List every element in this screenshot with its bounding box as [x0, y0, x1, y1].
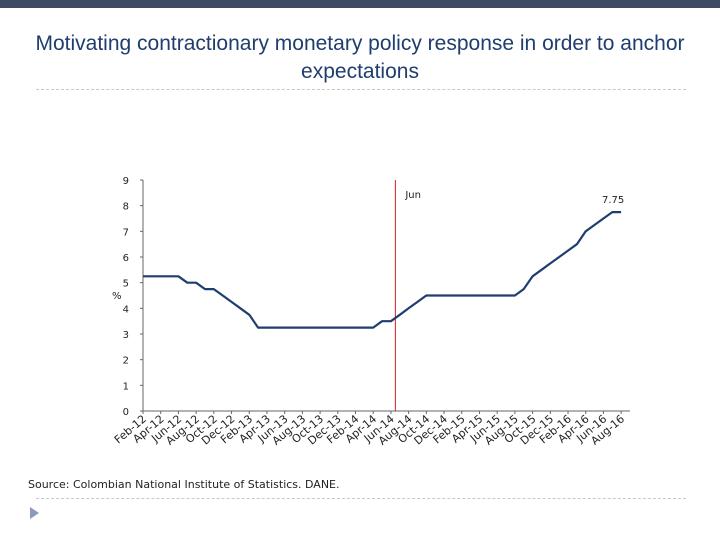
- y-tick-label: 4: [123, 304, 129, 315]
- y-tick-label: 7: [123, 227, 129, 238]
- y-tick-label: 3: [123, 330, 129, 341]
- footer-divider: [36, 498, 686, 499]
- title-divider: [36, 89, 686, 90]
- bullet-arrow-icon: [30, 507, 39, 519]
- june-marker-label: Jun: [404, 190, 421, 201]
- policy-rate-line: [143, 211, 622, 329]
- y-tick-label: 5: [123, 279, 129, 290]
- slide-title: Motivating contractionary monetary polic…: [35, 32, 685, 83]
- y-tick-label: 6: [123, 253, 129, 264]
- y-axis-label: %: [112, 291, 122, 302]
- y-tick-label: 8: [123, 202, 129, 213]
- y-tick-label: 1: [123, 381, 129, 392]
- y-tick-label: 9: [123, 176, 129, 187]
- top-accent-bar: [0, 0, 720, 8]
- end-value-label: 7.75: [602, 195, 624, 206]
- y-tick-label: 2: [123, 356, 129, 367]
- source-note: Source: Colombian National Institute of …: [28, 478, 340, 491]
- y-tick-label: 0: [123, 407, 129, 418]
